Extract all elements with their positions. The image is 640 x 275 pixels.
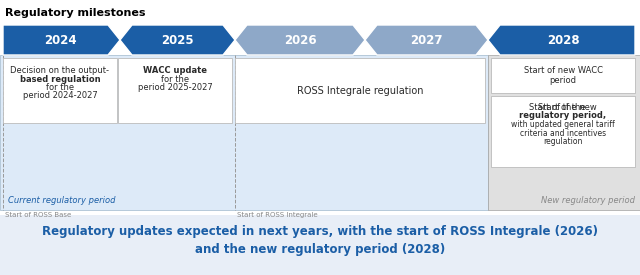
Bar <box>0 215 640 275</box>
Text: period 2024-2027: period 2024-2027 <box>22 92 97 100</box>
Bar <box>235 58 485 123</box>
Text: Current regulatory period: Current regulatory period <box>8 196 115 205</box>
Text: for the: for the <box>161 75 189 84</box>
Text: criteria and incentives: criteria and incentives <box>520 128 606 138</box>
Text: Decision on the output-: Decision on the output- <box>10 66 109 75</box>
Bar <box>488 55 640 210</box>
Text: New regulatory period: New regulatory period <box>541 196 635 205</box>
Text: 2028: 2028 <box>547 34 579 46</box>
Text: Regulatory updates expected in next years, with the start of ROSS Integrale (202: Regulatory updates expected in next year… <box>42 225 598 238</box>
Text: Regulatory milestones: Regulatory milestones <box>5 8 145 18</box>
Text: for the: for the <box>46 83 74 92</box>
Polygon shape <box>235 25 365 55</box>
Text: based regulation: based regulation <box>20 75 100 84</box>
Text: period 2025-2027: period 2025-2027 <box>138 83 212 92</box>
Polygon shape <box>488 25 635 55</box>
Bar <box>0 55 488 210</box>
Text: ROSS Integrale regulation: ROSS Integrale regulation <box>297 86 423 95</box>
Bar <box>3 58 117 123</box>
Bar <box>118 58 232 123</box>
Text: Start of ROSS Base: Start of ROSS Base <box>5 212 71 218</box>
Polygon shape <box>3 25 120 55</box>
Text: 2026: 2026 <box>284 34 316 46</box>
Polygon shape <box>365 25 488 55</box>
Text: 2025: 2025 <box>161 34 194 46</box>
Text: regulation: regulation <box>543 137 582 146</box>
Text: 2027: 2027 <box>410 34 443 46</box>
Text: WACC update: WACC update <box>143 66 207 75</box>
Text: and the new regulatory period (2028): and the new regulatory period (2028) <box>195 243 445 256</box>
Text: with updated general tariff: with updated general tariff <box>511 120 615 129</box>
Text: Start of the: Start of the <box>538 103 588 112</box>
Text: 2024: 2024 <box>44 34 76 46</box>
Bar <box>491 96 635 167</box>
Text: regulatory period,: regulatory period, <box>520 111 607 120</box>
Bar <box>491 58 635 93</box>
Text: Start of ROSS Integrale: Start of ROSS Integrale <box>237 212 317 218</box>
Polygon shape <box>120 25 235 55</box>
Text: Start of new WACC
period: Start of new WACC period <box>524 66 602 85</box>
Text: Start of the new: Start of the new <box>529 103 597 112</box>
